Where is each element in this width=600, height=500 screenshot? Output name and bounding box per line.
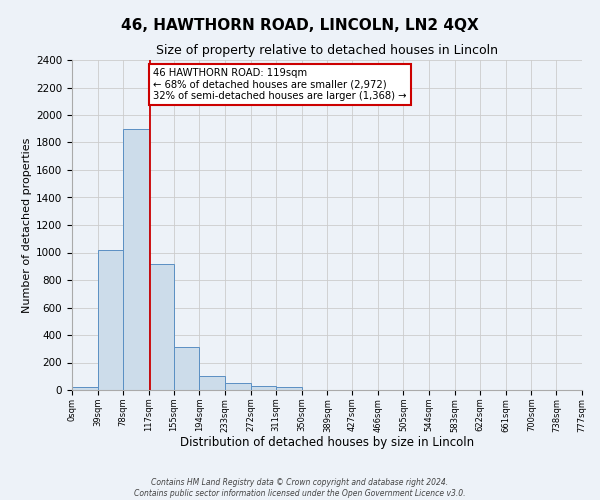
- Text: 46 HAWTHORN ROAD: 119sqm
← 68% of detached houses are smaller (2,972)
32% of sem: 46 HAWTHORN ROAD: 119sqm ← 68% of detach…: [154, 68, 407, 102]
- Bar: [98, 250, 123, 390]
- Bar: [72, 387, 98, 390]
- X-axis label: Distribution of detached houses by size in Lincoln: Distribution of detached houses by size …: [180, 436, 474, 449]
- Y-axis label: Number of detached properties: Number of detached properties: [22, 138, 32, 312]
- Text: Contains HM Land Registry data © Crown copyright and database right 2024.
Contai: Contains HM Land Registry data © Crown c…: [134, 478, 466, 498]
- Bar: [123, 128, 149, 390]
- Bar: [199, 376, 225, 390]
- Bar: [225, 383, 251, 390]
- Text: 46, HAWTHORN ROAD, LINCOLN, LN2 4QX: 46, HAWTHORN ROAD, LINCOLN, LN2 4QX: [121, 18, 479, 32]
- Title: Size of property relative to detached houses in Lincoln: Size of property relative to detached ho…: [156, 44, 498, 58]
- Bar: [276, 387, 302, 390]
- Bar: [251, 386, 276, 390]
- Bar: [174, 346, 199, 390]
- Bar: [149, 264, 174, 390]
